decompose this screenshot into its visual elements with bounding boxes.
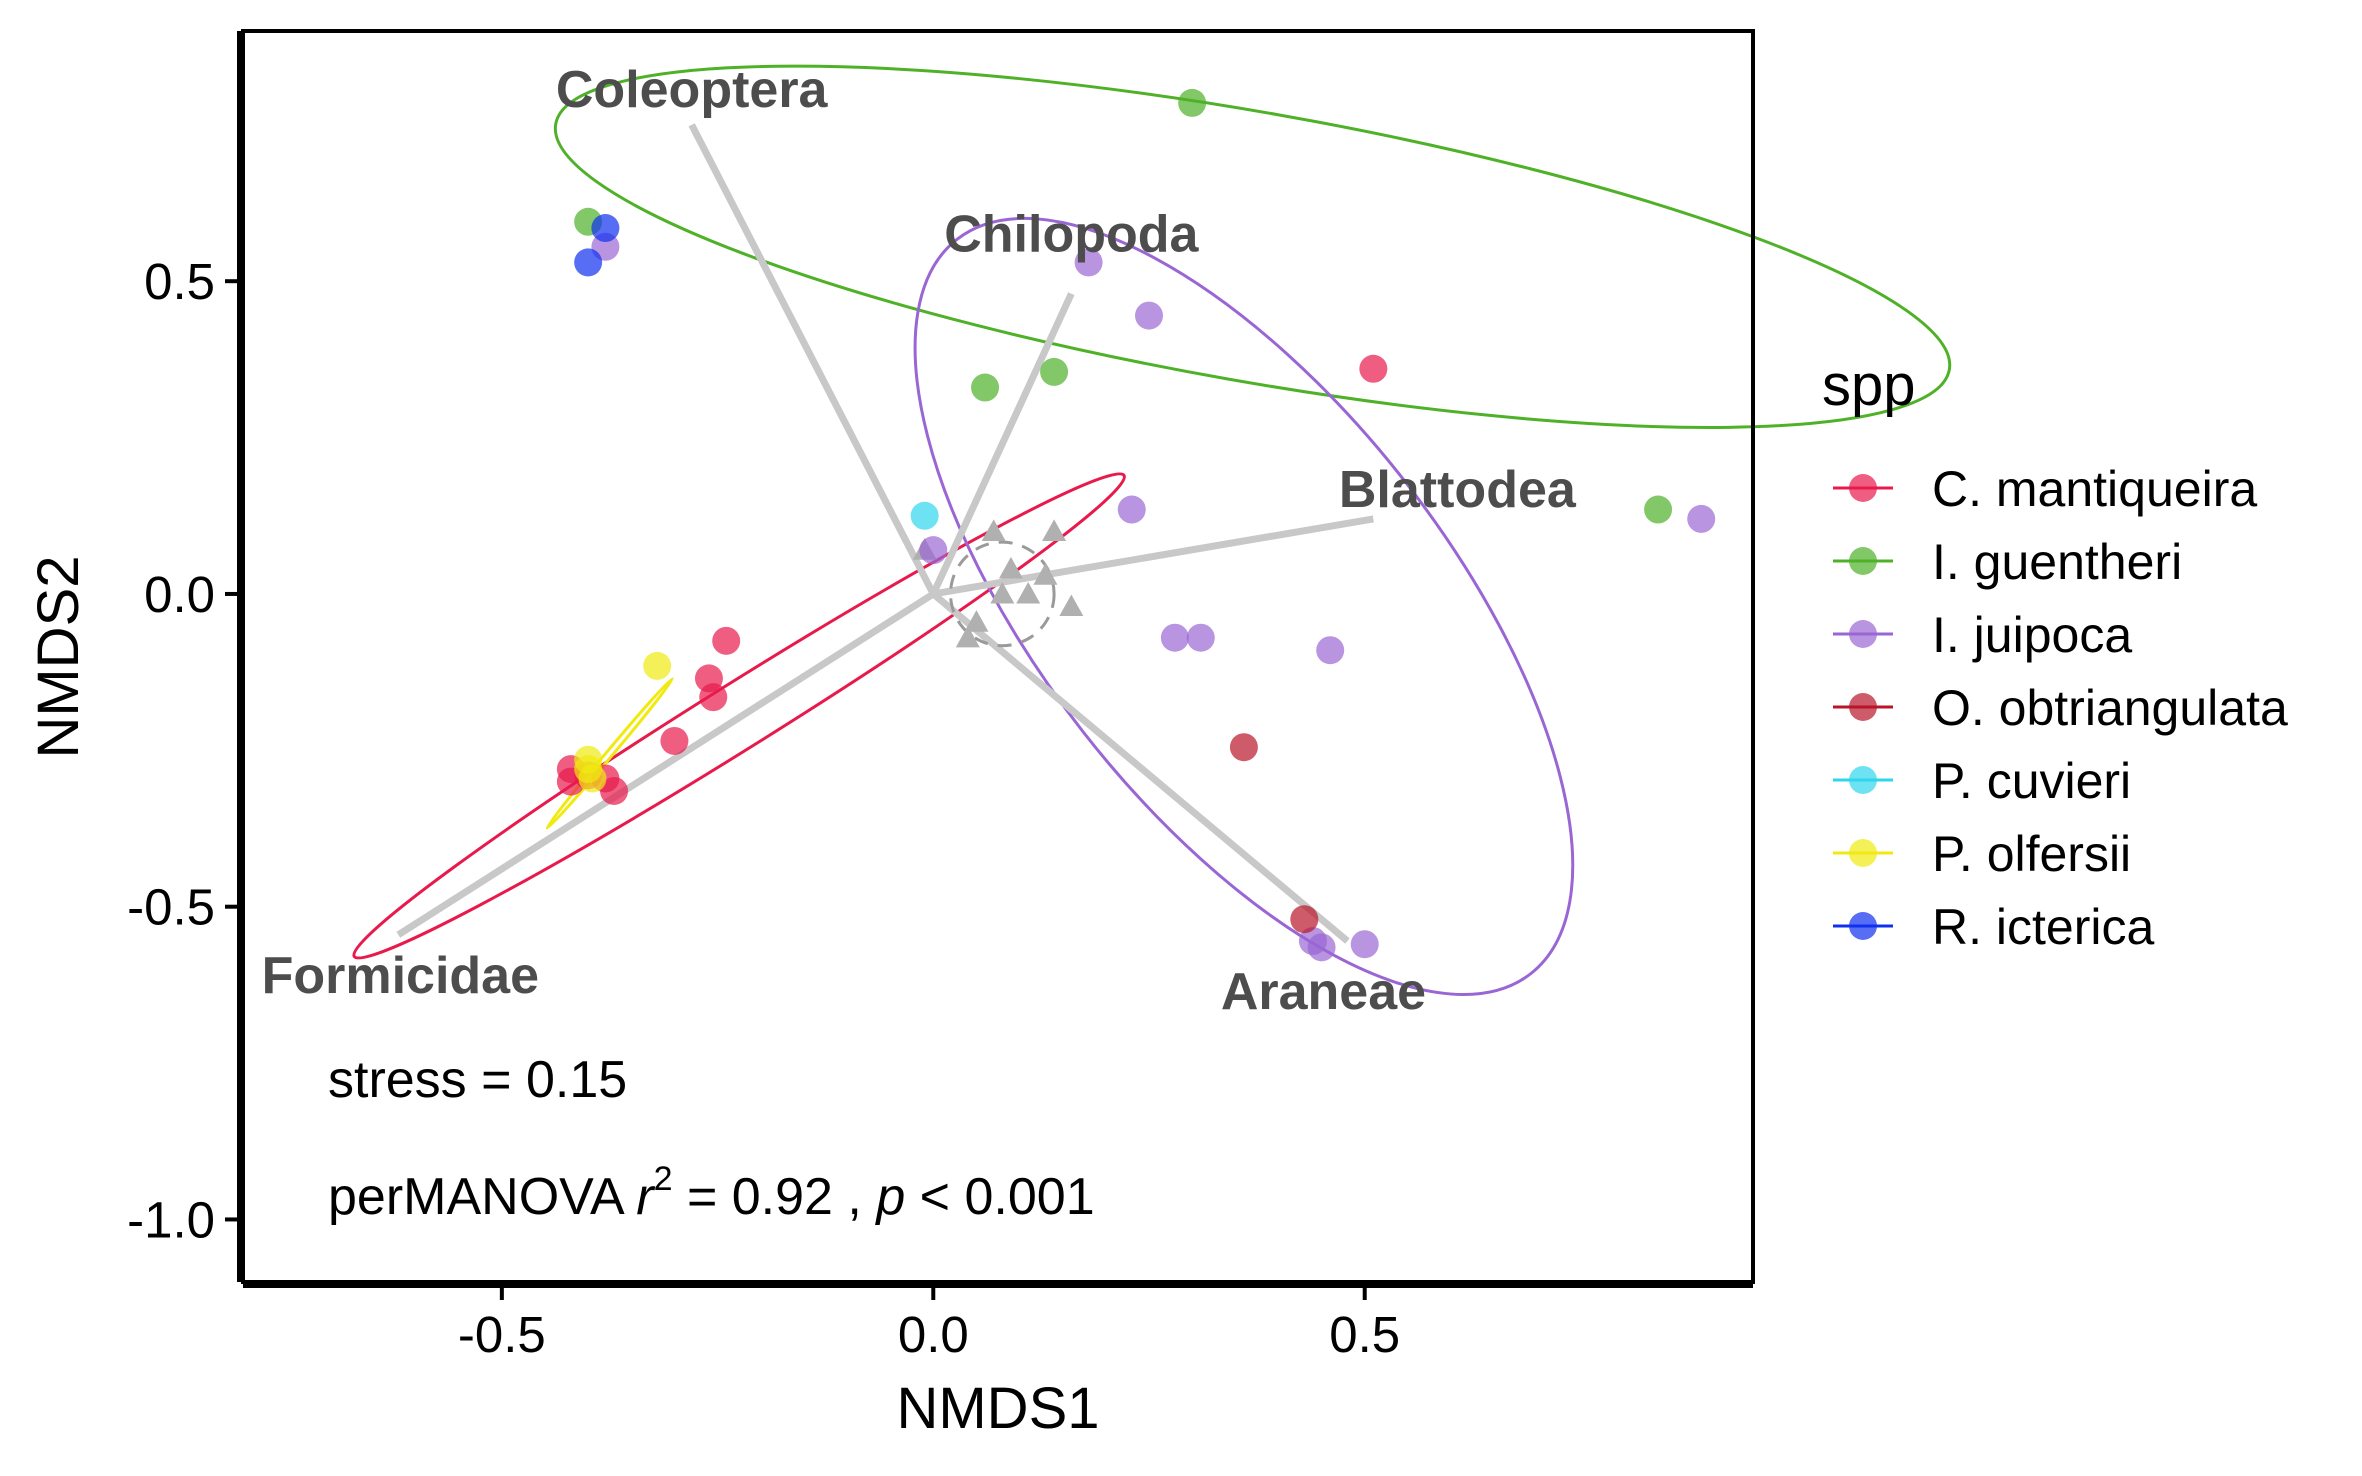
point-i-juipoca	[1186, 623, 1215, 652]
legend-key-point-i-guentheri	[1849, 547, 1877, 575]
point-i-juipoca	[1316, 636, 1345, 665]
point-o-obtriangulata	[1229, 733, 1258, 762]
legend-label-p-cuvieri: P. cuvieri	[1932, 753, 2131, 809]
point-c-mantiqueira	[660, 726, 689, 755]
legend-key-point-r-icterica	[1849, 912, 1877, 940]
legend-label-i-guentheri: I. guentheri	[1932, 534, 2182, 590]
point-i-juipoca	[1074, 248, 1103, 277]
point-o-obtriangulata	[1290, 905, 1319, 934]
y-tick-label: -1.0	[127, 1191, 215, 1248]
point-c-mantiqueira	[1359, 354, 1388, 383]
vector-arrow-araneae	[931, 591, 1350, 944]
species-triangle	[981, 519, 1006, 541]
point-r-icterica	[591, 214, 620, 243]
permanova-r: r	[636, 1168, 656, 1226]
point-r-icterica	[574, 248, 603, 277]
legend-key-point-o-obtriangulata	[1849, 693, 1877, 721]
point-p-olfersii	[643, 651, 672, 680]
vector-label-layer: Coleoptera Chilopoda Blattodea Formicidae Ar…	[262, 61, 1577, 1021]
vector-arrow-blattodea	[932, 515, 1374, 598]
permanova-p: p	[874, 1168, 905, 1226]
permanova-prefix: perMANOVA	[328, 1168, 636, 1226]
species-triangle	[1016, 581, 1041, 604]
point-i-guentheri	[1178, 88, 1207, 117]
annotation-layer: stress = 0.15 perMANOVA r2 = 0.92 , p < …	[328, 1051, 1095, 1226]
ellipse-p-olfersii	[545, 677, 674, 830]
point-c-mantiqueira	[600, 776, 629, 805]
point-c-mantiqueira	[699, 683, 728, 712]
point-p-cuvieri	[910, 501, 939, 530]
vector-arrow-formicidae	[396, 590, 936, 938]
point-i-guentheri	[1040, 357, 1069, 386]
point-i-juipoca	[1350, 930, 1379, 959]
species-point-layer	[912, 519, 1084, 648]
species-triangle	[1059, 594, 1084, 617]
point-i-guentheri	[1644, 495, 1673, 524]
ellipse-i-guentheri	[553, 64, 1952, 429]
x-tick-label: -0.5	[458, 1306, 546, 1363]
legend-key-point-p-olfersii	[1849, 839, 1877, 867]
y-tick-label: -0.5	[127, 879, 215, 936]
stress-annotation: stress = 0.15	[328, 1051, 627, 1109]
point-i-juipoca	[919, 536, 948, 565]
permanova-mid: = 0.92 ,	[673, 1168, 877, 1226]
legend-label-o-obtriangulata: O. obtriangulata	[1932, 680, 2288, 736]
species-triangle	[964, 610, 989, 632]
legend-key-point-p-cuvieri	[1849, 766, 1877, 794]
permanova-annotation: perMANOVA r2 = 0.92 , p < 0.001	[328, 1160, 1095, 1226]
axes-layer: -0.5 0.0 0.5 -1.0 -0.5 0.0 0.5	[127, 31, 1753, 1363]
species-triangle	[1033, 563, 1058, 585]
point-i-juipoca	[1687, 504, 1716, 533]
permanova-end: < 0.001	[905, 1168, 1094, 1226]
ellipse-i-juipoca	[913, 216, 1575, 996]
vector-label-araneae: Araneae	[1221, 963, 1426, 1021]
y-tick-label: 0.5	[144, 253, 215, 310]
vector-label-coleoptera: Coleoptera	[556, 61, 829, 119]
legend-label-i-juipoca: I. juipoca	[1932, 607, 2132, 663]
legend-label-p-olfersii: P. olfersii	[1932, 826, 2131, 882]
point-c-mantiqueira	[712, 626, 741, 655]
point-i-juipoca	[1307, 933, 1336, 962]
y-tick-label: 0.0	[144, 566, 215, 623]
legend-label-r-icterica: R. icterica	[1932, 899, 2154, 955]
point-p-olfersii	[578, 764, 607, 793]
vector-arrow-chilopoda	[930, 292, 1075, 596]
x-axis-title: NMDS1	[896, 1376, 1099, 1441]
legend-title: spp	[1822, 353, 1916, 418]
vector-layer	[396, 123, 1374, 944]
y-axis-title: NMDS2	[26, 555, 91, 758]
legend-key-point-c-mantiqueira	[1849, 474, 1877, 502]
vector-label-chilopoda: Chilopoda	[944, 206, 1199, 264]
legend-label-c-mantiqueira: C. mantiqueira	[1932, 461, 2257, 517]
point-i-juipoca	[1160, 623, 1189, 652]
ellipse-layer	[352, 64, 1952, 996]
point-i-juipoca	[1135, 301, 1163, 330]
species-triangle	[955, 625, 980, 648]
point-i-juipoca	[1117, 495, 1146, 524]
origin-dashed-circle	[949, 540, 1056, 648]
x-tick-label: 0.0	[898, 1306, 969, 1363]
site-point-layer	[556, 88, 1716, 962]
vector-arrow-coleoptera	[688, 123, 937, 596]
x-tick-label: 0.5	[1329, 1306, 1400, 1363]
vector-label-formicidae: Formicidae	[262, 947, 539, 1005]
species-triangle	[998, 556, 1023, 579]
legend-key-point-i-juipoca	[1849, 620, 1877, 648]
species-triangle	[990, 581, 1015, 604]
species-triangle	[1042, 519, 1067, 541]
vector-label-blattodea: Blattodea	[1339, 461, 1577, 519]
plot-panel-border	[241, 29, 1755, 1284]
permanova-superscript: 2	[654, 1160, 673, 1198]
point-i-guentheri	[971, 373, 1000, 402]
legend: spp C. mantiqueira I. guentheri I. juipoca…	[1822, 353, 2288, 955]
